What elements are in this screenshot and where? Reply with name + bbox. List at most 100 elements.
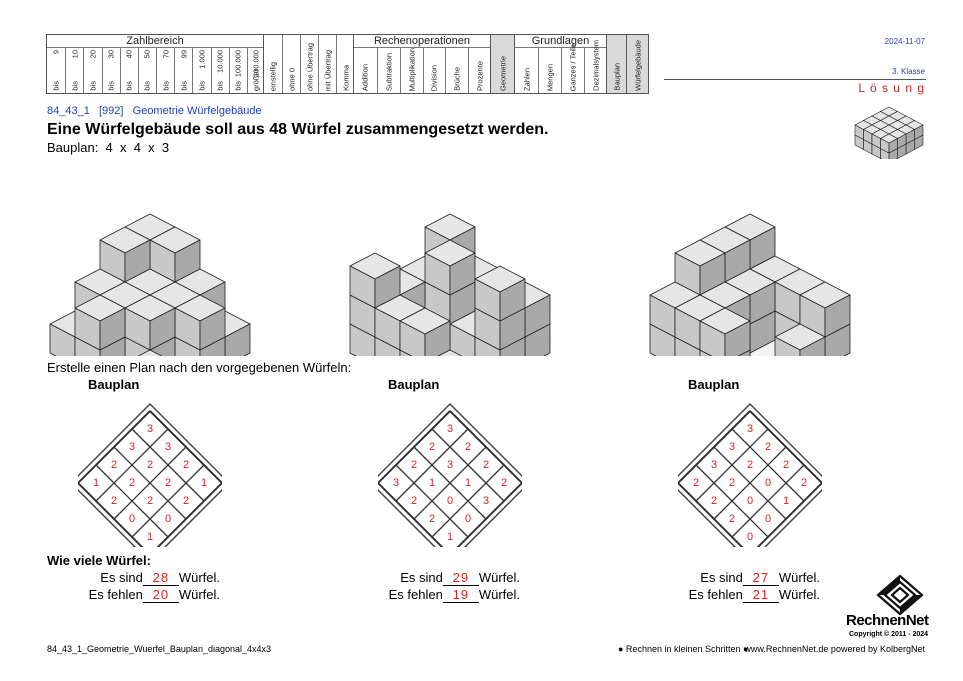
cube-building-3 (648, 213, 852, 356)
plan-cell-value[interactable]: 0 (464, 513, 472, 525)
header-column: bis 10.000 (210, 48, 229, 93)
plan-cell-value[interactable]: 2 (428, 513, 436, 525)
icon-cube-face (888, 138, 898, 154)
cube-face (449, 252, 476, 296)
plan-cell-value[interactable]: 1 (446, 531, 454, 543)
plan-cell-value[interactable]: 2 (164, 477, 172, 489)
plan-cell-value[interactable]: 2 (146, 459, 154, 471)
answer-fehlen-value-1[interactable]: 20 (142, 587, 179, 603)
plan-cell-value[interactable]: 2 (110, 495, 118, 507)
plan-cell-value[interactable]: 2 (764, 441, 772, 453)
cube-face (199, 307, 226, 351)
plan-cell-value[interactable]: 2 (800, 477, 808, 489)
header-column: mit Übertrag (318, 35, 336, 93)
answer-sind-value-1[interactable]: 28 (142, 570, 179, 586)
cube-block-icon (854, 106, 924, 159)
answer-fehlen-value-3[interactable]: 21 (742, 587, 779, 603)
plan-cell-value[interactable]: 3 (146, 423, 154, 435)
plan-cell-value[interactable]: 3 (164, 441, 172, 453)
plan-grid-line (756, 482, 822, 547)
cube-face (437, 349, 463, 356)
plan-cell-value[interactable]: 2 (728, 513, 736, 525)
plan-cell-value[interactable]: 0 (164, 513, 172, 525)
cube-face (724, 320, 751, 356)
plan-cell-value[interactable]: 2 (428, 441, 436, 453)
plan-cell-value[interactable]: 2 (728, 477, 736, 489)
footer-filename: 84_43_1_Geometrie_Wuerfel_Bauplan_diagon… (47, 644, 272, 654)
plan-cell-value[interactable]: 3 (392, 477, 400, 489)
plan-outer-frame (378, 403, 522, 547)
plan-cell-value[interactable]: 0 (764, 513, 772, 525)
plan-cell-value[interactable]: 3 (710, 459, 718, 471)
plan-cell-value[interactable]: 2 (710, 495, 718, 507)
plan-label-2: Bauplan (388, 377, 440, 392)
plan-grid-line (113, 446, 187, 520)
header-column: Division (422, 48, 446, 93)
header-column: Multiplikation (399, 48, 423, 93)
geometrie-label: Geometrie (498, 55, 507, 91)
plan-cell-value[interactable]: 0 (128, 513, 136, 525)
plan-cell-value[interactable]: 2 (410, 495, 418, 507)
header-column: bis 9 (51, 50, 61, 91)
header-column: bis 20 (83, 48, 101, 93)
answer-sind-value-3[interactable]: 27 (742, 570, 779, 586)
answer-fehlen-value-2[interactable]: 19 (442, 587, 479, 603)
plan-cell-value[interactable]: 1 (200, 477, 208, 489)
plan-cell-value[interactable]: 2 (410, 459, 418, 471)
cube-face (499, 278, 526, 322)
cube-face (824, 294, 851, 338)
plan-grid-line (78, 482, 144, 547)
header-column: bis 10 (65, 48, 83, 93)
header-zahlbereich: Zahlbereich bis 9 bis 10 bis 20 bis 30 bis 40 bis 5… (46, 34, 264, 94)
plan-cell-value[interactable]: 0 (746, 531, 754, 543)
plan-cell-value[interactable]: 3 (446, 459, 454, 471)
header-column: bis 50 (137, 48, 156, 93)
task-heading: Eine Würfelgebäude soll aus 48 Würfel zu… (47, 121, 549, 138)
cube-face (149, 307, 176, 351)
header-grundlagen: Grundlagen Zahlen Mengen Ganzes / Teile Dez… (515, 34, 607, 94)
plan-cell-value[interactable]: 3 (446, 423, 454, 435)
plan-cell-value[interactable]: 0 (764, 477, 772, 489)
plan-cell-value[interactable]: 3 (128, 441, 136, 453)
plan-cell-value[interactable]: 2 (746, 459, 754, 471)
header-column: größer 100.000 (246, 48, 265, 93)
klasse: 3. Klasse (892, 67, 925, 76)
cube-face (799, 336, 826, 356)
plan-grid-line (95, 464, 169, 538)
plan-cell-value[interactable]: 3 (746, 423, 754, 435)
header-column: Zahlen (522, 68, 531, 91)
plan-cell-value[interactable]: 2 (110, 459, 118, 471)
plan-cell-value[interactable]: 0 (446, 495, 454, 507)
header-column: Mengen (538, 48, 561, 93)
plan-grid-line (731, 464, 805, 538)
plan-cell-value[interactable]: 2 (500, 477, 508, 489)
plan-cell-value[interactable]: 2 (692, 477, 700, 489)
answer-sind-value-2[interactable]: 29 (442, 570, 479, 586)
plan-cell-value[interactable]: 2 (146, 495, 154, 507)
plan-cell-value[interactable]: 2 (128, 477, 136, 489)
cube-building-1 (48, 213, 252, 356)
header-column: Addition (360, 63, 370, 91)
plan-cell-value[interactable]: 2 (482, 459, 490, 471)
header-column: Subtraktion (376, 48, 400, 93)
plan-cell-value[interactable]: 1 (464, 477, 472, 489)
plan-cell-value[interactable]: 2 (182, 495, 190, 507)
plan-cell-value[interactable]: 3 (482, 495, 490, 507)
plan-cell-value[interactable]: 1 (782, 495, 790, 507)
header-middle: einstellig ohne 0 ohne Übertrag mit Übertra… (264, 34, 354, 94)
plan-cell-value[interactable]: 0 (746, 495, 754, 507)
bauplan-col-label: Bauplan (612, 63, 621, 91)
plan-cell-value[interactable]: 2 (782, 459, 790, 471)
plan-cell-value[interactable]: 3 (728, 441, 736, 453)
header-column: Ganzes / Teile (561, 44, 584, 93)
plan-cell-value[interactable]: 1 (146, 531, 154, 543)
plan-grid-line (678, 482, 744, 547)
plan-cell-value[interactable]: 1 (92, 477, 100, 489)
plan-cell-value[interactable]: 1 (428, 477, 436, 489)
plan-cell-value[interactable]: 2 (182, 459, 190, 471)
plan-label-3: Bauplan (688, 377, 740, 392)
plan-cell-value[interactable]: 2 (464, 441, 472, 453)
plan-grid-line (378, 482, 444, 547)
